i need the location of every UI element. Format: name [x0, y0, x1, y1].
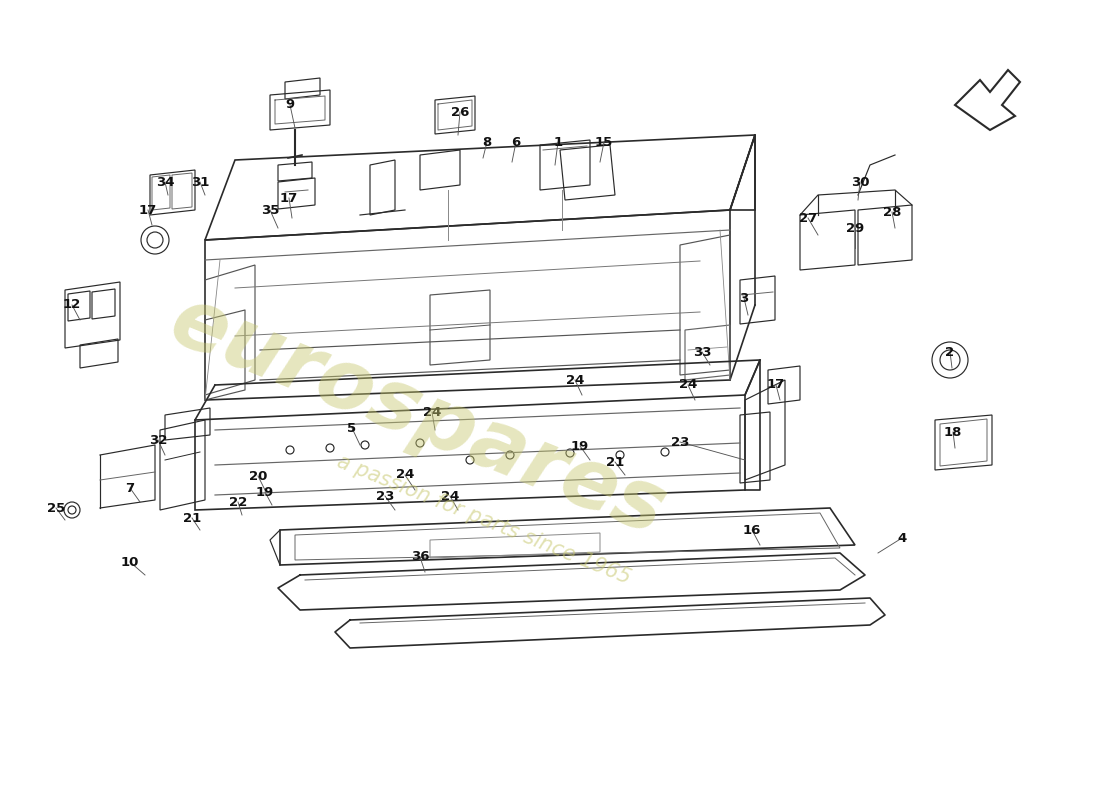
Text: 19: 19	[571, 439, 590, 453]
Text: 18: 18	[944, 426, 962, 438]
Text: 24: 24	[441, 490, 459, 502]
Text: 12: 12	[63, 298, 81, 311]
Text: 36: 36	[410, 550, 429, 563]
Text: 23: 23	[376, 490, 394, 502]
Text: 31: 31	[190, 175, 209, 189]
Text: 33: 33	[693, 346, 712, 358]
Text: a passion for parts since 1965: a passion for parts since 1965	[334, 452, 634, 588]
Text: 35: 35	[261, 203, 279, 217]
Text: 16: 16	[742, 523, 761, 537]
Text: 6: 6	[512, 135, 520, 149]
Text: 29: 29	[846, 222, 865, 234]
Text: 30: 30	[850, 175, 869, 189]
Text: 17: 17	[767, 378, 785, 391]
Text: 24: 24	[422, 406, 441, 418]
Text: 23: 23	[671, 435, 690, 449]
Text: 2: 2	[945, 346, 955, 358]
Text: 28: 28	[883, 206, 901, 218]
Text: 27: 27	[799, 211, 817, 225]
Text: 24: 24	[396, 469, 415, 482]
Text: 22: 22	[229, 495, 248, 509]
Text: 17: 17	[279, 191, 298, 205]
Text: 15: 15	[595, 135, 613, 149]
Text: 24: 24	[679, 378, 697, 391]
Text: 9: 9	[285, 98, 295, 111]
Text: 21: 21	[183, 511, 201, 525]
Text: 32: 32	[148, 434, 167, 446]
Text: 34: 34	[156, 175, 174, 189]
Text: eurospares: eurospares	[158, 280, 678, 552]
Text: 26: 26	[451, 106, 470, 118]
Text: 21: 21	[606, 455, 624, 469]
Text: 25: 25	[47, 502, 65, 514]
Text: 5: 5	[348, 422, 356, 434]
Text: 10: 10	[121, 555, 140, 569]
Text: 17: 17	[139, 203, 157, 217]
Text: 3: 3	[739, 291, 749, 305]
Text: 1: 1	[553, 135, 562, 149]
Text: 4: 4	[898, 531, 906, 545]
Text: 8: 8	[483, 135, 492, 149]
Text: 24: 24	[565, 374, 584, 386]
Text: 19: 19	[256, 486, 274, 498]
Text: 20: 20	[249, 470, 267, 482]
Text: 7: 7	[125, 482, 134, 494]
